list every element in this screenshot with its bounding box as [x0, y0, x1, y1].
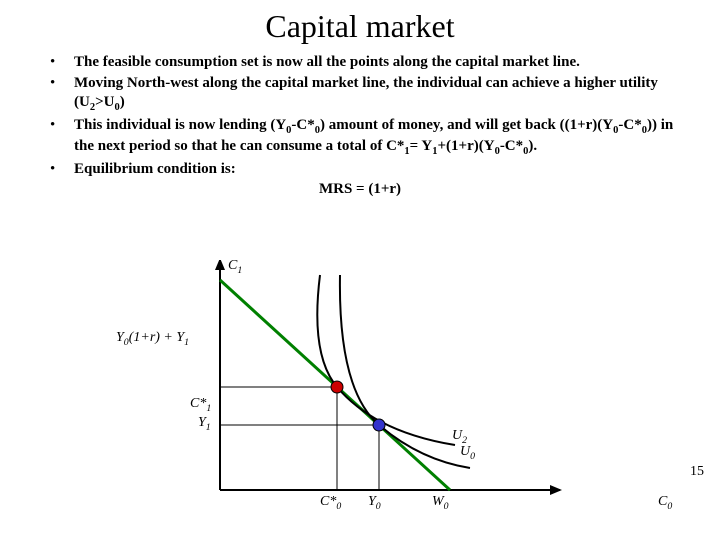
curve-u0	[340, 275, 470, 468]
page-number: 15	[690, 464, 704, 480]
label-c1: C1	[228, 258, 242, 276]
bullet-marker: •	[50, 74, 74, 114]
bullet-marker: •	[50, 160, 74, 179]
endowment-dot	[373, 419, 385, 431]
chart-svg	[120, 260, 580, 530]
curve-u2	[317, 275, 455, 445]
bullet-text: The feasible consumption set is now all …	[74, 53, 580, 72]
bullet-text: This individual is now lending (Y0-C*0) …	[74, 116, 680, 158]
y-axis-arrow-icon	[215, 260, 225, 270]
label-u0: U0	[460, 444, 475, 462]
label-w0: W0	[432, 494, 449, 512]
page-title: Capital market	[0, 0, 720, 53]
capital-market-chart: C1 Y0(1+r) + Y1 C*1 Y1 C*0 Y0 W0 C0 U2 U…	[120, 260, 580, 530]
bullet-text: Moving North-west along the capital mark…	[74, 74, 680, 114]
label-y1: Y1	[198, 415, 211, 433]
bullet-marker: •	[50, 53, 74, 72]
bullet-item: • The feasible consumption set is now al…	[50, 53, 680, 72]
label-y0: Y0	[368, 494, 381, 512]
label-c0: C0	[658, 494, 672, 512]
label-cstar0: C*0	[320, 494, 341, 512]
equation: MRS = (1+r)	[0, 181, 720, 198]
bullet-marker: •	[50, 116, 74, 158]
bullet-list: • The feasible consumption set is now al…	[0, 53, 720, 179]
optimum-dot	[331, 381, 343, 393]
bullet-item: • Moving North-west along the capital ma…	[50, 74, 680, 114]
label-cstar1: C*1	[190, 396, 211, 414]
bullet-item: • This individual is now lending (Y0-C*0…	[50, 116, 680, 158]
x-axis-arrow-icon	[550, 485, 562, 495]
bullet-item: • Equilibrium condition is:	[50, 160, 680, 179]
label-y-intercept: Y0(1+r) + Y1	[116, 330, 189, 348]
bullet-text: Equilibrium condition is:	[74, 160, 236, 179]
